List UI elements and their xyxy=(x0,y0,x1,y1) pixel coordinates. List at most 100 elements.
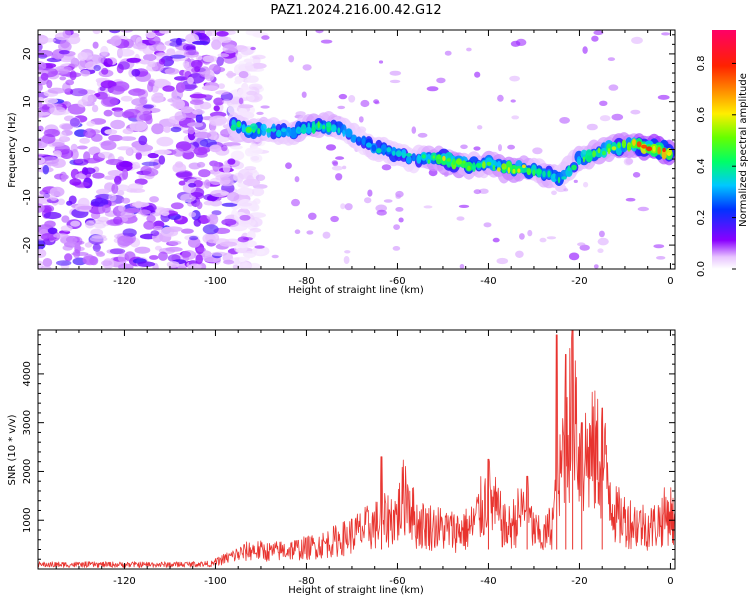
noise-speck xyxy=(111,183,119,194)
noise-speck xyxy=(174,111,187,122)
noise-speck xyxy=(113,216,123,225)
noise-speck xyxy=(38,50,53,58)
noise-speck xyxy=(165,226,183,232)
noise-speck xyxy=(608,84,619,91)
noise-speck xyxy=(238,71,249,79)
noise-speck xyxy=(216,56,224,67)
noise-speck xyxy=(226,70,234,79)
noise-speck xyxy=(77,145,88,150)
noise-speck xyxy=(192,40,209,45)
colorbar: 0.0 0.2 0.4 0.6 0.8 Normalized spectral ampl… xyxy=(696,30,749,277)
spectrogram-xlabel: Height of straight line (km) xyxy=(288,285,424,296)
noise-speck xyxy=(216,31,229,37)
snr-series-line xyxy=(38,330,675,568)
noise-speck xyxy=(119,136,137,142)
noise-speck xyxy=(169,54,186,59)
spectrogram-ylabel: Frequency (Hz) xyxy=(7,112,18,188)
signal-ridge-blob xyxy=(230,124,237,131)
signal-ridge-blob xyxy=(607,147,611,155)
noise-speck xyxy=(573,179,578,183)
noise-speck xyxy=(254,245,265,249)
noise-speck xyxy=(81,94,94,105)
noise-speck xyxy=(138,174,147,179)
snr-x-tick-label: 0 xyxy=(667,576,673,587)
noise-speck xyxy=(163,126,172,133)
signal-ridge-blob xyxy=(265,128,272,133)
noise-speck xyxy=(139,59,151,65)
noise-speck xyxy=(92,172,105,179)
signal-ridge-blob xyxy=(322,125,326,130)
noise-speck xyxy=(338,93,348,100)
noise-speck xyxy=(142,104,155,109)
signal-ridge-blob xyxy=(437,154,441,160)
noise-speck xyxy=(44,220,56,228)
noise-speck xyxy=(597,237,609,246)
signal-ridge-blob xyxy=(486,161,492,166)
noise-speck xyxy=(411,126,417,134)
noise-speck xyxy=(134,178,148,185)
noise-speck xyxy=(204,179,211,189)
noise-speck xyxy=(360,99,370,108)
noise-speck xyxy=(143,53,157,62)
noise-speck xyxy=(227,158,236,165)
noise-speck xyxy=(195,113,203,124)
noise-speck xyxy=(243,178,261,187)
figure-title: PAZ1.2024.216.00.42.G12 xyxy=(270,3,441,18)
snr-y-tick-label: 2000 xyxy=(22,459,33,484)
noise-speck xyxy=(510,99,516,103)
signal-ridge-blob xyxy=(362,138,366,145)
noise-speck xyxy=(218,36,232,43)
signal-ridge-blob xyxy=(312,121,316,128)
noise-speck xyxy=(175,82,186,93)
noise-speck xyxy=(473,189,482,195)
signal-ridge-blob xyxy=(455,158,462,165)
noise-speck xyxy=(187,122,204,128)
noise-speck xyxy=(103,109,113,117)
noise-speck xyxy=(70,88,88,97)
noise-speck xyxy=(123,108,142,119)
noise-speck xyxy=(211,251,228,257)
noise-speck xyxy=(496,257,509,265)
noise-speck xyxy=(98,56,105,64)
noise-speck xyxy=(100,45,109,57)
noise-speck xyxy=(444,50,452,56)
signal-ridge-blob xyxy=(597,147,601,154)
noise-speck xyxy=(187,237,201,248)
noise-speck xyxy=(478,188,489,194)
noise-speck xyxy=(65,79,75,86)
snr-axes: -120 -100 -80 -60 -40 -20 0 1000 2000 3000 4000 xyxy=(22,330,675,587)
snr-panel: -120 -100 -80 -60 -40 -20 0 1000 2000 3000 4000 He… xyxy=(7,329,676,596)
signal-ridge-blob xyxy=(492,164,496,171)
signal-ridge-blob xyxy=(452,158,456,166)
noise-speck xyxy=(128,183,144,191)
signal-ridge-blob xyxy=(281,128,287,133)
signal-ridge-blob xyxy=(496,167,501,172)
noise-speck xyxy=(301,91,307,98)
noise-speck xyxy=(122,228,137,237)
noise-speck xyxy=(532,147,543,155)
noise-speck xyxy=(456,216,465,221)
noise-speck xyxy=(607,57,616,61)
noise-speck xyxy=(107,170,123,177)
noise-speck xyxy=(183,49,200,58)
noise-speck xyxy=(426,86,439,92)
noise-speck xyxy=(240,48,254,56)
noise-speck xyxy=(40,233,58,241)
noise-speck xyxy=(113,109,125,118)
noise-speck xyxy=(221,144,228,152)
signal-ridge-blob xyxy=(276,129,282,138)
noise-speck xyxy=(158,251,168,261)
noise-speck xyxy=(38,99,43,108)
signal-ridge-blob xyxy=(627,144,631,151)
signal-ridge-blob xyxy=(557,176,561,184)
noise-speck xyxy=(364,197,372,204)
snr-plot-area xyxy=(38,330,675,568)
noise-speck xyxy=(60,174,69,180)
noise-speck xyxy=(56,260,72,266)
signal-ridge-blob xyxy=(412,156,416,162)
signal-ridge-blob xyxy=(571,164,577,171)
noise-speck xyxy=(131,201,150,208)
noise-speck xyxy=(67,35,81,45)
noise-speck xyxy=(121,197,131,204)
